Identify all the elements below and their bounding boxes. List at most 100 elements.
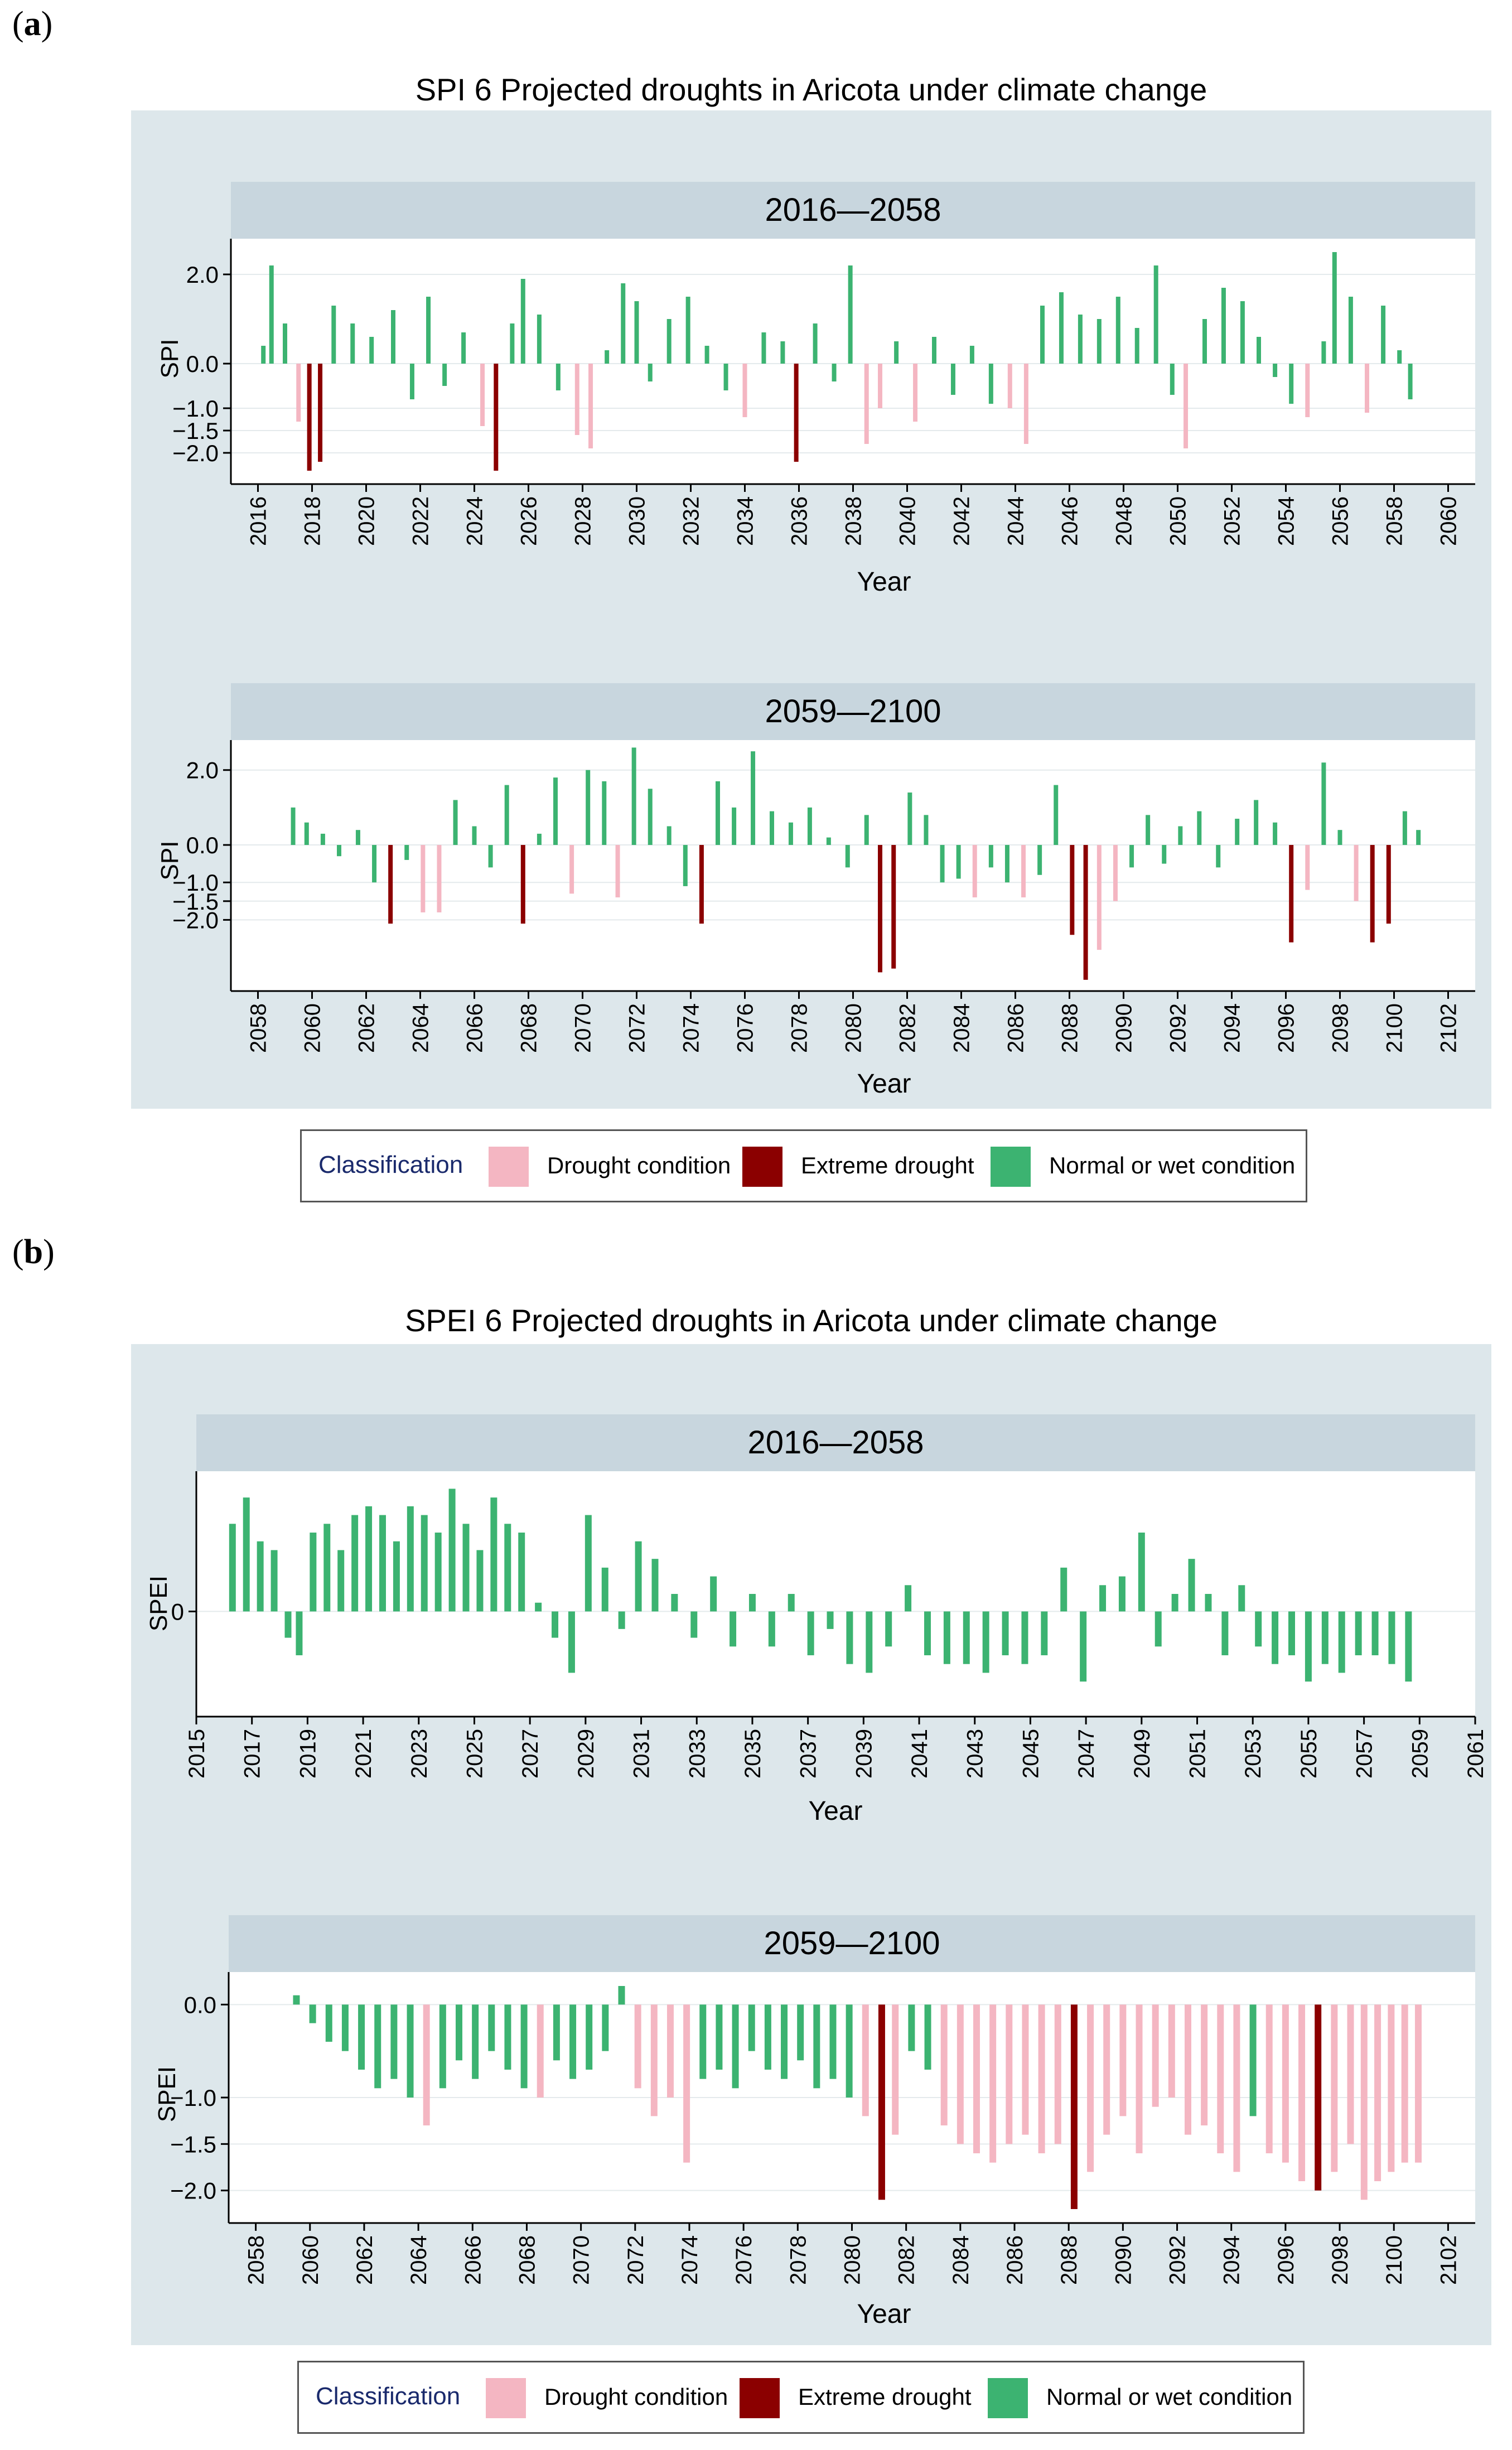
bar <box>956 845 961 879</box>
bar <box>390 2004 398 2079</box>
bar <box>1070 845 1075 935</box>
bar <box>1184 2004 1191 2135</box>
panel-a-bottom-strip: 2059—2100 <box>231 683 1475 740</box>
bar <box>989 2004 997 2163</box>
bar <box>574 364 579 435</box>
bar <box>885 1611 892 1647</box>
bar <box>1402 811 1407 845</box>
bar <box>827 1611 834 1629</box>
x-tick-label: 2051 <box>1186 1729 1210 1779</box>
bar <box>325 2004 332 2042</box>
bar <box>480 364 485 426</box>
panel-a-top-ylabel: SPI <box>156 339 183 379</box>
bar <box>1168 2004 1175 2098</box>
x-tick-label: 2098 <box>1328 2235 1352 2285</box>
x-tick-label: 2072 <box>625 1003 650 1053</box>
panel-b-top-ylabel: SPEI <box>145 1575 172 1632</box>
x-tick-label: 2052 <box>1220 496 1245 546</box>
panel-b-letter: (b) <box>12 1233 55 1272</box>
bar <box>710 1576 717 1612</box>
bar <box>510 323 515 364</box>
bar <box>1217 2004 1224 2153</box>
bar <box>1238 1585 1245 1612</box>
bar <box>586 2004 593 2070</box>
bar <box>453 800 458 845</box>
x-tick-label: 2084 <box>950 1003 974 1053</box>
bar <box>1083 845 1088 980</box>
drought-legend-label: Drought condition <box>547 1152 731 1178</box>
bar <box>716 2004 723 2070</box>
bar <box>988 845 993 868</box>
bar <box>1348 297 1353 364</box>
bar <box>924 1611 931 1655</box>
bar <box>439 2004 446 2089</box>
bar <box>913 364 918 422</box>
bar <box>421 845 426 912</box>
x-tick-label: 2088 <box>1057 2235 1081 2285</box>
bar <box>1205 1594 1212 1612</box>
bar <box>940 2004 948 2125</box>
bar <box>337 1550 345 1612</box>
x-tick-label: 2074 <box>679 1003 704 1053</box>
extreme-legend-label: Extreme drought <box>798 2384 972 2410</box>
bar <box>504 2004 511 2070</box>
bar <box>1321 341 1326 364</box>
bar <box>973 2004 980 2153</box>
bar <box>1154 1611 1162 1647</box>
bar <box>1386 845 1391 924</box>
bar <box>555 364 561 390</box>
x-tick-label: 2090 <box>1112 1003 1137 1053</box>
x-tick-label: 2080 <box>840 2235 865 2285</box>
y-tick-label: 0.0 <box>186 351 219 377</box>
panel-a-legend: Classification Drought condition Extreme… <box>300 1129 1307 1202</box>
bar <box>1170 364 1175 395</box>
panel-b-top-xlabel: Year <box>808 1796 863 1826</box>
bar <box>797 2004 804 2061</box>
x-tick-label: 2080 <box>842 1003 866 1053</box>
y-tick-label: −1.0 <box>172 395 219 422</box>
x-tick-label: 2024 <box>463 496 487 546</box>
bar <box>1119 2004 1127 2116</box>
bar <box>1134 328 1139 364</box>
bar <box>892 2004 899 2135</box>
bar <box>699 845 704 924</box>
bar <box>788 822 793 845</box>
bar <box>1054 785 1059 845</box>
bar <box>568 1611 575 1673</box>
x-tick-label: 2088 <box>1058 1003 1083 1053</box>
x-tick-label: 2078 <box>786 2235 810 2285</box>
bar <box>1188 1559 1195 1612</box>
x-tick-label: 2072 <box>624 2235 648 2285</box>
bar <box>723 364 728 390</box>
x-tick-label: 2042 <box>950 496 974 546</box>
bar <box>379 1515 386 1612</box>
bar <box>905 1585 912 1612</box>
y-tick-label: 2.0 <box>186 262 219 288</box>
panel-a-letter-close: ) <box>41 5 53 43</box>
bar <box>1289 845 1294 943</box>
y-tick-label: −1.5 <box>170 2131 216 2157</box>
x-tick-label: 2026 <box>517 496 542 546</box>
bar <box>781 2004 788 2079</box>
normal-swatch <box>988 2378 1028 2418</box>
bar <box>988 364 993 404</box>
bar <box>770 811 774 845</box>
bar <box>584 1515 592 1612</box>
panel-a-top-chart: −2.0−1.5−1.0 0.0 2.0 2016 2018 2020 2022 2024 20… <box>172 239 1475 546</box>
bar <box>426 297 431 364</box>
panel-b-bottom-strip: 2059—2100 <box>229 1915 1475 1972</box>
bar <box>807 807 812 845</box>
bar <box>296 1611 303 1655</box>
bar <box>1282 2004 1289 2163</box>
bar <box>1006 2004 1013 2144</box>
bar <box>846 2004 853 2098</box>
bar <box>341 2004 349 2051</box>
x-tick-label: 2060 <box>298 2235 323 2285</box>
bar <box>615 845 620 898</box>
bar <box>1152 2004 1159 2107</box>
panel-b-top-chart: 0 2015 2017 2019 2021 2023 2025 2027 2029 2031 203… <box>171 1471 1488 1779</box>
y-tick-label: −1.0 <box>170 2085 216 2111</box>
bar <box>1103 2004 1110 2135</box>
bar <box>243 1497 250 1612</box>
panel-a-letter: (a) <box>12 4 52 44</box>
